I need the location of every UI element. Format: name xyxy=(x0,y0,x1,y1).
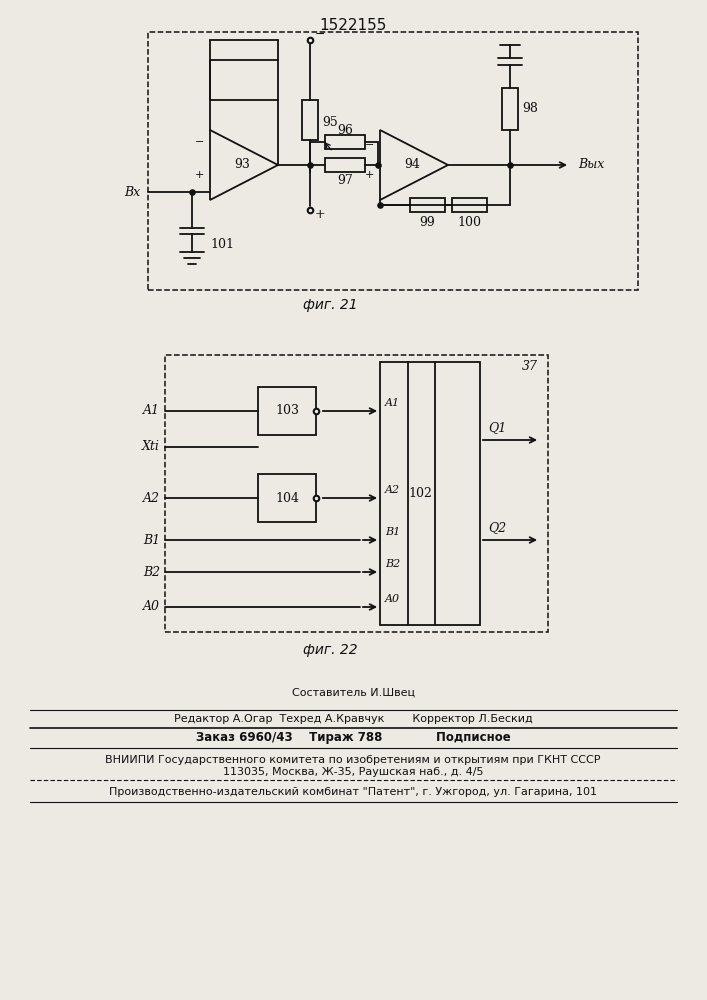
Bar xyxy=(380,362,480,625)
Text: Заказ 6960/43    Тираж 788             Подписное: Заказ 6960/43 Тираж 788 Подписное xyxy=(196,732,510,744)
Text: 113035, Москва, Ж-35, Раушская наб., д. 4/5: 113035, Москва, Ж-35, Раушская наб., д. … xyxy=(223,767,484,777)
Bar xyxy=(452,198,487,212)
Text: Вых: Вых xyxy=(578,158,604,172)
Text: B1: B1 xyxy=(385,527,400,537)
Text: 101: 101 xyxy=(210,238,234,251)
Text: −: − xyxy=(315,27,325,40)
Text: 98: 98 xyxy=(522,102,538,114)
Bar xyxy=(210,60,278,100)
Text: B1: B1 xyxy=(143,534,160,546)
Text: B2: B2 xyxy=(385,559,400,569)
Text: 103: 103 xyxy=(275,404,299,418)
Text: A1: A1 xyxy=(385,398,400,408)
Text: 37: 37 xyxy=(522,360,538,373)
Text: Производственно-издательский комбинат "Патент", г. Ужгород, ул. Гагарина, 101: Производственно-издательский комбинат "П… xyxy=(109,787,597,797)
Text: +: + xyxy=(194,170,204,180)
Text: 96: 96 xyxy=(337,124,353,137)
Bar xyxy=(148,32,638,290)
Text: 100: 100 xyxy=(457,217,481,230)
Text: Q2: Q2 xyxy=(488,522,506,534)
Text: 97: 97 xyxy=(337,174,353,188)
Text: фиг. 22: фиг. 22 xyxy=(303,643,357,657)
Text: A0: A0 xyxy=(385,594,400,604)
Text: A0: A0 xyxy=(143,600,160,613)
Text: 99: 99 xyxy=(419,217,435,230)
Text: Xti: Xti xyxy=(142,440,160,454)
Text: 94: 94 xyxy=(404,158,420,172)
Bar xyxy=(325,158,365,172)
Bar xyxy=(325,135,365,149)
Text: 1522155: 1522155 xyxy=(320,17,387,32)
Bar xyxy=(165,355,548,632)
Bar xyxy=(302,100,318,140)
Bar xyxy=(258,474,316,522)
Text: B2: B2 xyxy=(143,566,160,578)
Text: A1: A1 xyxy=(143,404,160,418)
Text: Составитель И.Швец: Составитель И.Швец xyxy=(291,688,414,698)
Text: фиг. 21: фиг. 21 xyxy=(303,298,357,312)
Text: ВНИИПИ Государственного комитета по изобретениям и открытиям при ГКНТ СССР: ВНИИПИ Государственного комитета по изоб… xyxy=(105,755,601,765)
Bar xyxy=(258,387,316,435)
Text: 95: 95 xyxy=(322,115,338,128)
Text: 93: 93 xyxy=(234,158,250,172)
Text: −: − xyxy=(194,137,204,147)
Text: 102: 102 xyxy=(408,487,432,500)
Bar xyxy=(410,198,445,212)
Text: Вх: Вх xyxy=(124,186,140,198)
Text: +: + xyxy=(365,170,374,180)
Text: Q1: Q1 xyxy=(488,422,506,434)
Bar xyxy=(502,88,518,130)
Text: Редактор А.Огар  Техред А.Кравчук        Корректор Л.Бескид: Редактор А.Огар Техред А.Кравчук Коррект… xyxy=(174,714,532,724)
Text: A2: A2 xyxy=(143,491,160,504)
Text: +: + xyxy=(315,209,326,222)
Text: −: − xyxy=(365,140,374,150)
Text: 104: 104 xyxy=(275,491,299,504)
Text: A2: A2 xyxy=(385,485,400,495)
